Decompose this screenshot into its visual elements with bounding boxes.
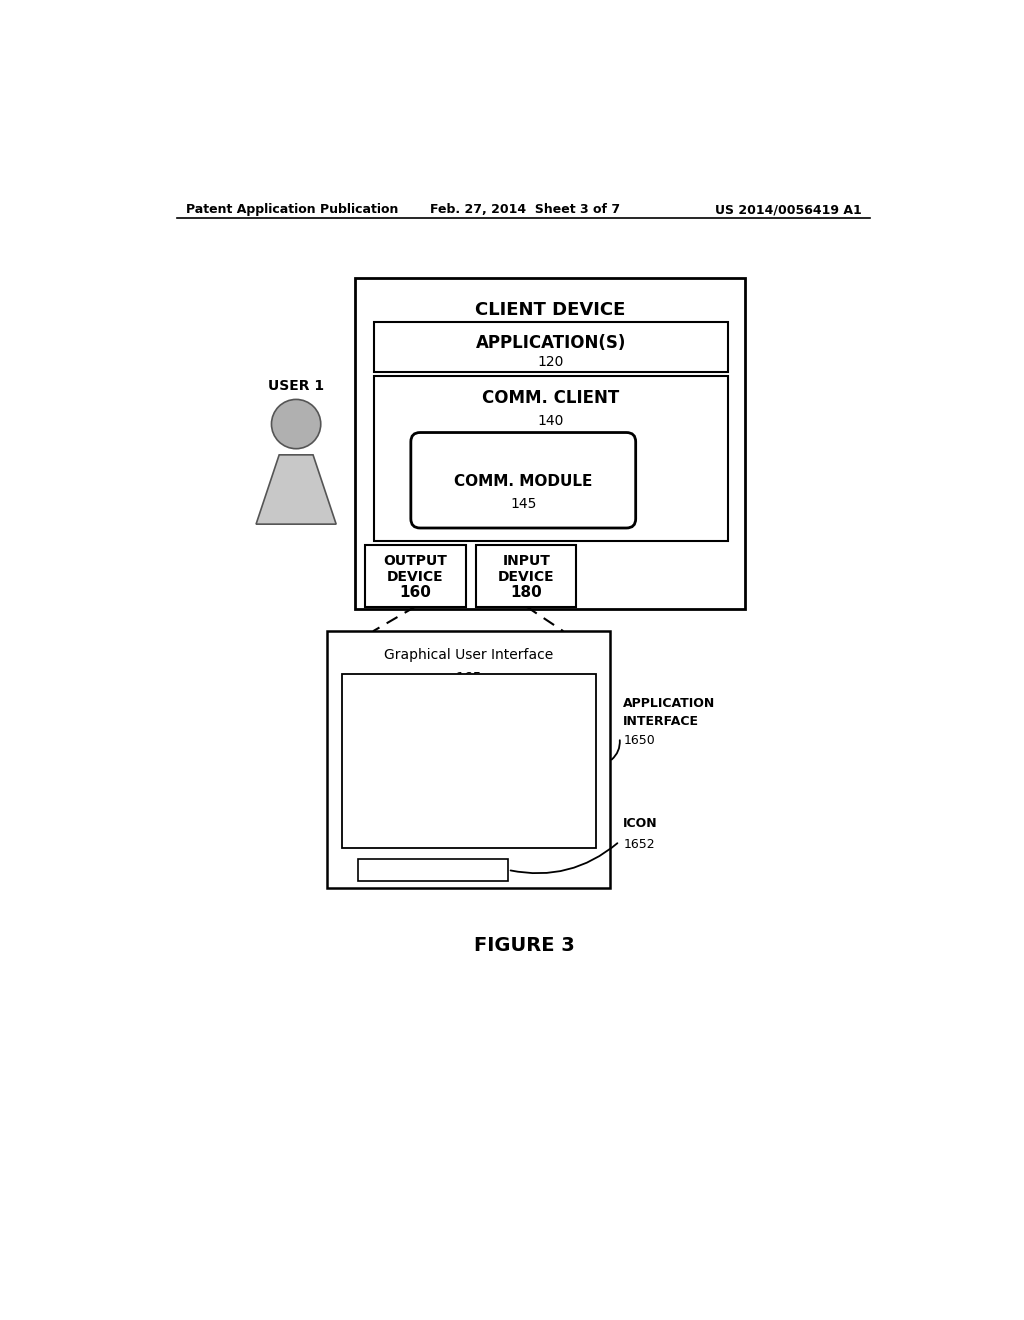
Bar [374,322,728,372]
Text: Feb. 27, 2014  Sheet 3 of 7: Feb. 27, 2014 Sheet 3 of 7 [430,203,620,216]
Text: 120: 120 [538,355,564,368]
Text: APPLICATION(S): APPLICATION(S) [476,334,626,352]
Bar [476,545,577,607]
Text: 140: 140 [538,414,564,428]
FancyArrowPatch shape [511,843,617,874]
Text: DEVICE: DEVICE [387,570,443,583]
Bar [357,859,508,880]
Text: APPLICATION
INTERFACE: APPLICATION INTERFACE [624,697,716,729]
Text: CLIENT DEVICE: CLIENT DEVICE [475,301,626,319]
Bar [355,277,745,609]
Polygon shape [256,455,336,524]
Text: 180: 180 [511,585,543,601]
Circle shape [271,400,321,449]
Text: 160: 160 [399,585,431,601]
Text: Patent Application Publication: Patent Application Publication [186,203,398,216]
Bar [366,545,466,607]
Text: 1652: 1652 [624,838,655,851]
Text: OUTPUT: OUTPUT [384,554,447,568]
Text: DEVICE: DEVICE [498,570,555,583]
Text: USER 1: USER 1 [268,379,325,393]
FancyBboxPatch shape [411,433,636,528]
Bar [327,631,609,888]
Text: US 2014/0056419 A1: US 2014/0056419 A1 [716,203,862,216]
Text: Graphical User Interface: Graphical User Interface [384,648,553,663]
Text: 145: 145 [510,498,537,511]
FancyArrowPatch shape [611,741,620,759]
Text: 100: 100 [536,330,564,345]
Text: 1650: 1650 [624,734,655,747]
Bar [374,376,728,541]
Text: COMM. CLIENT: COMM. CLIENT [482,389,620,408]
Text: COMM. MODULE: COMM. MODULE [454,474,593,490]
Text: 165: 165 [455,671,481,685]
Text: ICON: ICON [624,817,658,830]
Bar [342,675,596,847]
Text: FIGURE 3: FIGURE 3 [474,936,575,956]
Text: INPUT: INPUT [503,554,550,568]
